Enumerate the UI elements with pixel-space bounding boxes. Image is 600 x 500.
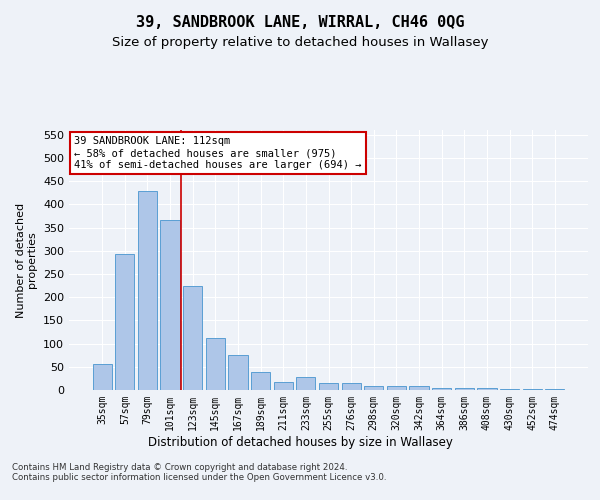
- Bar: [545, 388, 565, 390]
- Text: Distribution of detached houses by size in Wallasey: Distribution of detached houses by size …: [148, 436, 452, 449]
- Bar: [364, 386, 383, 390]
- Text: Size of property relative to detached houses in Wallasey: Size of property relative to detached ho…: [112, 36, 488, 49]
- Bar: [432, 388, 451, 390]
- Y-axis label: Number of detached
properties: Number of detached properties: [16, 202, 37, 318]
- Bar: [92, 364, 112, 390]
- Bar: [319, 382, 338, 390]
- Bar: [341, 382, 361, 390]
- Text: 39 SANDBROOK LANE: 112sqm
← 58% of detached houses are smaller (975)
41% of semi: 39 SANDBROOK LANE: 112sqm ← 58% of detac…: [74, 136, 362, 170]
- Bar: [138, 192, 157, 390]
- Bar: [206, 338, 225, 390]
- Bar: [160, 220, 180, 390]
- Bar: [183, 286, 202, 390]
- Bar: [477, 388, 497, 390]
- Bar: [274, 382, 293, 390]
- Bar: [115, 254, 134, 390]
- Bar: [409, 386, 428, 390]
- Bar: [251, 372, 270, 390]
- Bar: [229, 355, 248, 390]
- Bar: [455, 388, 474, 390]
- Bar: [387, 386, 406, 390]
- Bar: [500, 389, 519, 390]
- Bar: [296, 376, 316, 390]
- Bar: [523, 389, 542, 390]
- Text: Contains HM Land Registry data © Crown copyright and database right 2024.
Contai: Contains HM Land Registry data © Crown c…: [12, 463, 386, 482]
- Text: 39, SANDBROOK LANE, WIRRAL, CH46 0QG: 39, SANDBROOK LANE, WIRRAL, CH46 0QG: [136, 15, 464, 30]
